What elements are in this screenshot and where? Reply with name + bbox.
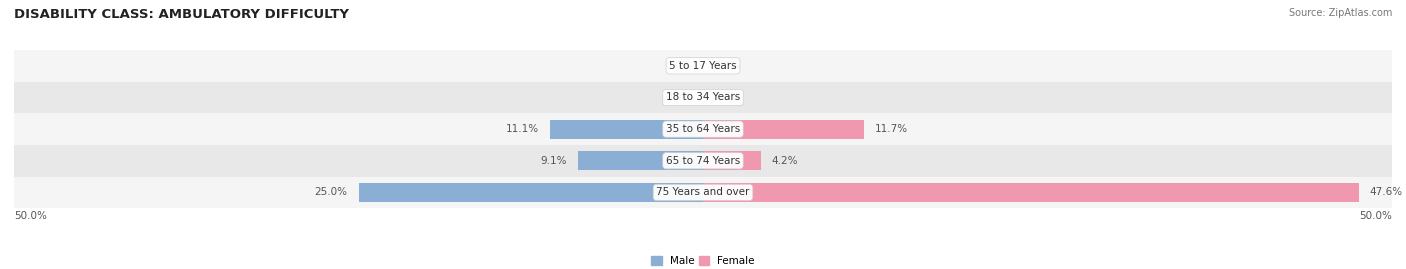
Bar bbox=[550, 120, 703, 139]
Text: 0.0%: 0.0% bbox=[665, 61, 692, 71]
Text: 75 Years and over: 75 Years and over bbox=[657, 187, 749, 197]
Bar bbox=[703, 183, 1358, 202]
Text: 47.6%: 47.6% bbox=[1369, 187, 1403, 197]
Text: Source: ZipAtlas.com: Source: ZipAtlas.com bbox=[1288, 8, 1392, 18]
Text: 11.7%: 11.7% bbox=[875, 124, 908, 134]
Bar bbox=[703, 151, 761, 170]
Bar bbox=[14, 176, 1392, 208]
Text: 9.1%: 9.1% bbox=[540, 156, 567, 166]
Text: 4.2%: 4.2% bbox=[772, 156, 799, 166]
Text: 0.0%: 0.0% bbox=[714, 93, 741, 102]
Bar bbox=[14, 145, 1392, 176]
Text: 0.0%: 0.0% bbox=[665, 93, 692, 102]
Bar bbox=[578, 151, 703, 170]
Text: 0.0%: 0.0% bbox=[714, 61, 741, 71]
Legend: Male, Female: Male, Female bbox=[651, 256, 755, 266]
Bar bbox=[703, 120, 865, 139]
Text: DISABILITY CLASS: AMBULATORY DIFFICULTY: DISABILITY CLASS: AMBULATORY DIFFICULTY bbox=[14, 8, 349, 21]
Text: 25.0%: 25.0% bbox=[315, 187, 347, 197]
Bar bbox=[14, 50, 1392, 82]
Bar bbox=[14, 113, 1392, 145]
Text: 50.0%: 50.0% bbox=[14, 211, 46, 221]
Text: 50.0%: 50.0% bbox=[1360, 211, 1392, 221]
Text: 11.1%: 11.1% bbox=[506, 124, 538, 134]
Bar bbox=[359, 183, 703, 202]
Text: 35 to 64 Years: 35 to 64 Years bbox=[666, 124, 740, 134]
Text: 18 to 34 Years: 18 to 34 Years bbox=[666, 93, 740, 102]
Text: 65 to 74 Years: 65 to 74 Years bbox=[666, 156, 740, 166]
Bar bbox=[14, 82, 1392, 113]
Text: 5 to 17 Years: 5 to 17 Years bbox=[669, 61, 737, 71]
